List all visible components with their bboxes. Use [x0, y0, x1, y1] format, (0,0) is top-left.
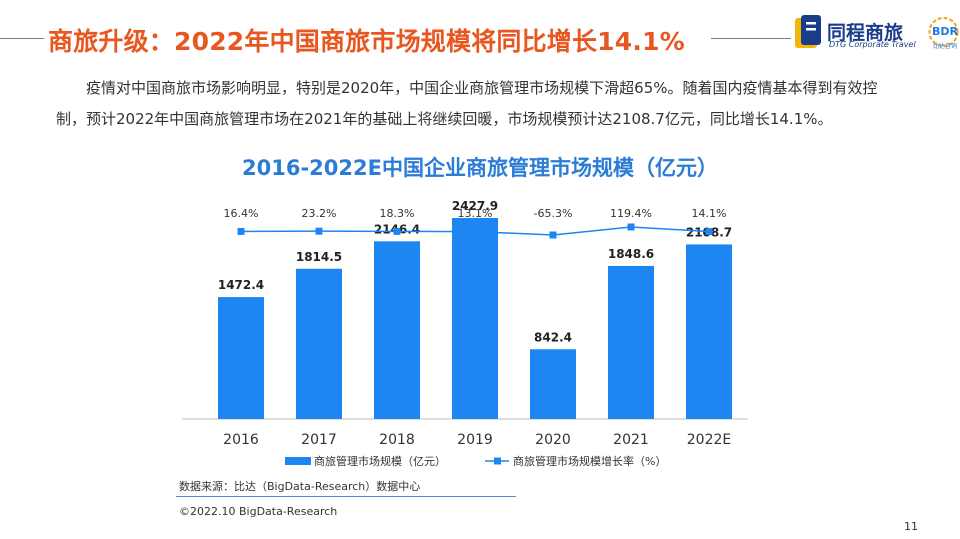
- title-rule-left: [0, 38, 44, 39]
- bar-label-2017: 1814.5: [296, 250, 342, 264]
- growth-label-2020: -65.3%: [534, 207, 573, 220]
- page-title: 商旅升级：2022年中国商旅市场规模将同比增长14.1%: [48, 27, 685, 56]
- brand-name-cn: 同程商旅: [827, 22, 904, 44]
- x-tick-2018: 2018: [379, 432, 415, 448]
- intro-paragraph: 疫情对中国商旅市场影响明显，特别是2020年，中国企业商旅管理市场规模下滑超65…: [56, 79, 878, 128]
- growth-point-2022E: [705, 228, 713, 236]
- x-tick-2019: 2019: [457, 432, 493, 448]
- x-tick-2021: 2021: [613, 432, 649, 448]
- data-source: 数据来源：比达（BigData-Research）数据中心: [179, 480, 421, 493]
- x-tick-2016: 2016: [223, 432, 259, 448]
- bar-label-2019: 2427.9: [452, 199, 498, 213]
- bdr-logo-text: BDR: [932, 25, 958, 38]
- brand-logo: 同程商旅 DTG Corporate Travel BDR 比达咨询: [793, 10, 960, 54]
- tongcheng-logo-icon: [795, 15, 821, 48]
- bar-2022E: [686, 244, 732, 419]
- growth-label-2021: 119.4%: [610, 207, 652, 220]
- legend-line-label: 商旅管理市场规模增长率（%）: [513, 454, 666, 468]
- x-tick-2022E: 2022E: [687, 432, 731, 448]
- copyright: ©2022.10 BigData-Research: [179, 505, 338, 518]
- page-number: 11: [904, 520, 918, 533]
- bar-label-2020: 842.4: [534, 330, 572, 344]
- bdr-logo-subtext: 比达咨询: [933, 43, 958, 50]
- bar-2019: [452, 218, 498, 419]
- brand-name-en: DTG Corporate Travel: [829, 40, 916, 49]
- growth-point-2020: [549, 231, 557, 239]
- growth-point-2018: [393, 227, 401, 235]
- chart-title: 2016-2022E中国企业商旅管理市场规模（亿元）: [242, 156, 718, 180]
- bar-2018: [374, 241, 420, 419]
- bar-2020: [530, 349, 576, 419]
- growth-label-2016: 16.4%: [224, 207, 259, 220]
- growth-label-2019: 13.1%: [458, 207, 493, 220]
- growth-point-2017: [315, 227, 323, 235]
- growth-label-2018: 18.3%: [380, 207, 415, 220]
- title-rule-right: [711, 38, 791, 39]
- legend-bar-swatch: [285, 457, 311, 465]
- x-tick-2020: 2020: [535, 432, 571, 448]
- market-size-chart: 1472.4201616.4%1814.5201723.2%2146.42018…: [182, 199, 748, 468]
- source-divider: [176, 496, 516, 497]
- bar-2021: [608, 265, 654, 419]
- growth-label-2022E: 14.1%: [692, 207, 727, 220]
- bdr-logo-icon: [928, 17, 959, 47]
- x-tick-2017: 2017: [301, 432, 337, 448]
- bar-label-2021: 1848.6: [608, 247, 654, 261]
- growth-point-2016: [237, 227, 245, 235]
- legend-bar-label: 商旅管理市场规模（亿元）: [314, 454, 446, 468]
- growth-label-2017: 23.2%: [302, 207, 337, 220]
- bar-label-2016: 1472.4: [218, 278, 264, 292]
- growth-point-2019: [471, 228, 479, 236]
- legend-line-marker: [494, 457, 501, 465]
- bar-2017: [296, 268, 342, 419]
- bar-2016: [218, 297, 264, 419]
- growth-point-2021: [627, 223, 635, 231]
